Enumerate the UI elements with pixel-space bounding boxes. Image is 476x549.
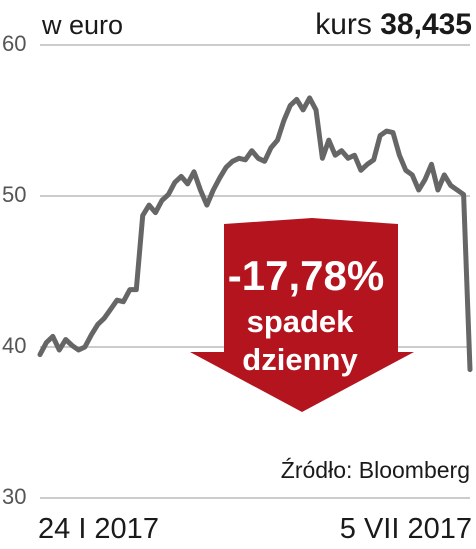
y-tick-label: 30 [2,484,26,509]
y-tick-label: 60 [2,31,26,56]
y-tick-label: 50 [2,182,26,207]
plot [37,95,473,373]
y-tick-label: 40 [2,333,26,358]
grid: 30 40 50 60 24 I 2017 5 VII 2017 [2,31,472,545]
price-value: 38,435 [380,8,472,41]
annotation-value: -17,78% [228,252,384,299]
price-header: kurs 38,435 [315,8,472,41]
price-line [37,95,473,373]
source: Źródło: Bloomberg [281,457,470,483]
annotation-line: dzienny [242,342,358,377]
unit-label: w euro [41,10,123,40]
x-tick-label: 24 I 2017 [38,513,159,545]
down-arrow [190,218,414,412]
annotation-line: spadek [247,304,355,339]
callout: -17,78% spadek dzienny [190,218,414,412]
price-label: kurs [315,8,372,41]
x-tick-label: 5 VII 2017 [340,513,472,545]
